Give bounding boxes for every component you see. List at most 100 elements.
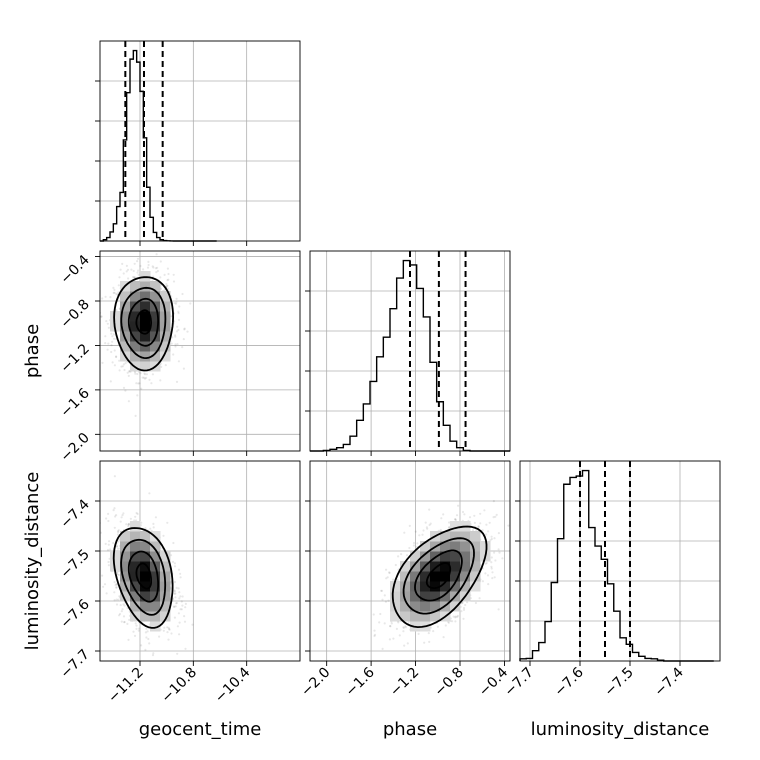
density-cell	[160, 291, 171, 302]
density-cell	[120, 291, 131, 302]
density-cell	[470, 581, 481, 592]
density-cell	[120, 561, 131, 572]
density-cell	[140, 321, 151, 332]
y-tick-label: −1.6	[57, 385, 92, 420]
density-cell	[410, 601, 421, 612]
density-cell	[140, 581, 151, 592]
density-cell	[110, 311, 121, 322]
density-cell	[150, 321, 161, 332]
density-cell	[450, 581, 461, 592]
density-cell	[440, 591, 451, 602]
density-cell	[150, 341, 161, 352]
contour-line	[112, 527, 174, 629]
y-tick-label: −7.6	[57, 596, 92, 631]
density-cell	[440, 531, 451, 542]
y-tick-label: −7.7	[57, 647, 92, 682]
density-cell	[420, 541, 431, 552]
density-cell	[460, 551, 471, 562]
y-tick-label: −2.0	[57, 430, 92, 465]
density-cell	[390, 601, 401, 612]
density-cell	[140, 591, 151, 602]
density-cell	[400, 581, 411, 592]
density-cell	[470, 561, 481, 572]
x-axis-label-luminosity_distance: luminosity_distance	[531, 719, 710, 740]
density-cell	[160, 551, 171, 562]
density-cell	[160, 561, 171, 572]
density-cell	[140, 531, 151, 542]
x-tick-label: −0.4	[476, 664, 511, 699]
density-cell	[110, 551, 121, 562]
density-cell	[140, 311, 151, 322]
x-tick-label: −7.7	[501, 665, 536, 700]
axes-frame	[519, 460, 721, 662]
density-cell	[130, 281, 141, 292]
density-cell	[130, 521, 141, 532]
density-cell	[140, 561, 151, 572]
density-cell	[130, 291, 141, 302]
histogram-step	[100, 49, 217, 242]
density-cell	[400, 591, 411, 602]
density-cell	[150, 601, 161, 612]
density-cell	[400, 571, 411, 582]
density-cell	[150, 311, 161, 322]
density-cell	[440, 541, 451, 552]
x-tick-label: −7.6	[551, 664, 586, 699]
density-cell	[150, 591, 161, 602]
density-cell	[430, 611, 441, 622]
density-cell	[140, 571, 151, 582]
density-cell	[120, 551, 131, 562]
density-cell	[150, 281, 161, 292]
density-cell	[440, 551, 451, 562]
density-cell	[460, 581, 471, 592]
density-cell	[140, 361, 151, 372]
contour-line	[135, 562, 152, 590]
x-tick-label: −10.8	[159, 665, 201, 707]
density-cell	[430, 581, 441, 592]
density-cell	[120, 571, 131, 582]
density-cell	[130, 601, 141, 612]
density-cell	[130, 591, 141, 602]
density-cell	[130, 351, 141, 362]
density-cell	[130, 341, 141, 352]
density-cell	[140, 551, 151, 562]
axes-frame	[309, 250, 511, 452]
panels-layer: −7.7 −7.6 −7.5 −7.4 −2.0 −1.6 −1.2 −0.8 −0.4 −11.…	[22, 40, 721, 740]
x-tick-label: −10.4	[212, 664, 254, 706]
density-cell	[140, 331, 151, 342]
density-cell	[150, 551, 161, 562]
density-cell	[450, 531, 461, 542]
density-cell	[460, 561, 471, 572]
scatter-panel-phase-vs-luminosity_distance: −2.0 −1.6 −1.2 −0.8 −0.4	[298, 460, 511, 700]
density-cell	[140, 351, 151, 362]
y-tick-label: −0.8	[57, 297, 92, 332]
density-cell	[430, 601, 441, 612]
density-cell	[460, 531, 471, 542]
contour-line	[127, 297, 159, 347]
x-tick-label: −11.2	[105, 665, 147, 707]
density-cell	[160, 611, 171, 622]
density-cell	[120, 531, 131, 542]
density-cell	[420, 601, 431, 612]
density-cell	[450, 601, 461, 612]
density-cell	[420, 591, 431, 602]
axes-frame	[99, 460, 301, 662]
density-cell	[410, 551, 421, 562]
density-cell	[470, 551, 481, 562]
density-cell	[140, 271, 151, 282]
density-cell	[410, 591, 421, 602]
density-cell	[420, 611, 431, 622]
axes-frame	[99, 250, 301, 452]
density-cell	[410, 561, 421, 572]
density-cell	[440, 571, 451, 582]
density-cell	[150, 611, 161, 622]
density-cell	[120, 321, 131, 332]
x-axis-label-phase: phase	[383, 719, 437, 740]
contour-line	[425, 562, 452, 589]
density-cell	[470, 531, 481, 542]
density-cell	[390, 581, 401, 592]
scatter-panel-geocent_time-vs-luminosity_distance: −11.2 −10.8 −10.4 −7.7 −7.6 −7.5 −7.4	[57, 460, 301, 707]
density-cell	[430, 591, 441, 602]
density-cell	[130, 541, 141, 552]
density-cell	[470, 571, 481, 582]
